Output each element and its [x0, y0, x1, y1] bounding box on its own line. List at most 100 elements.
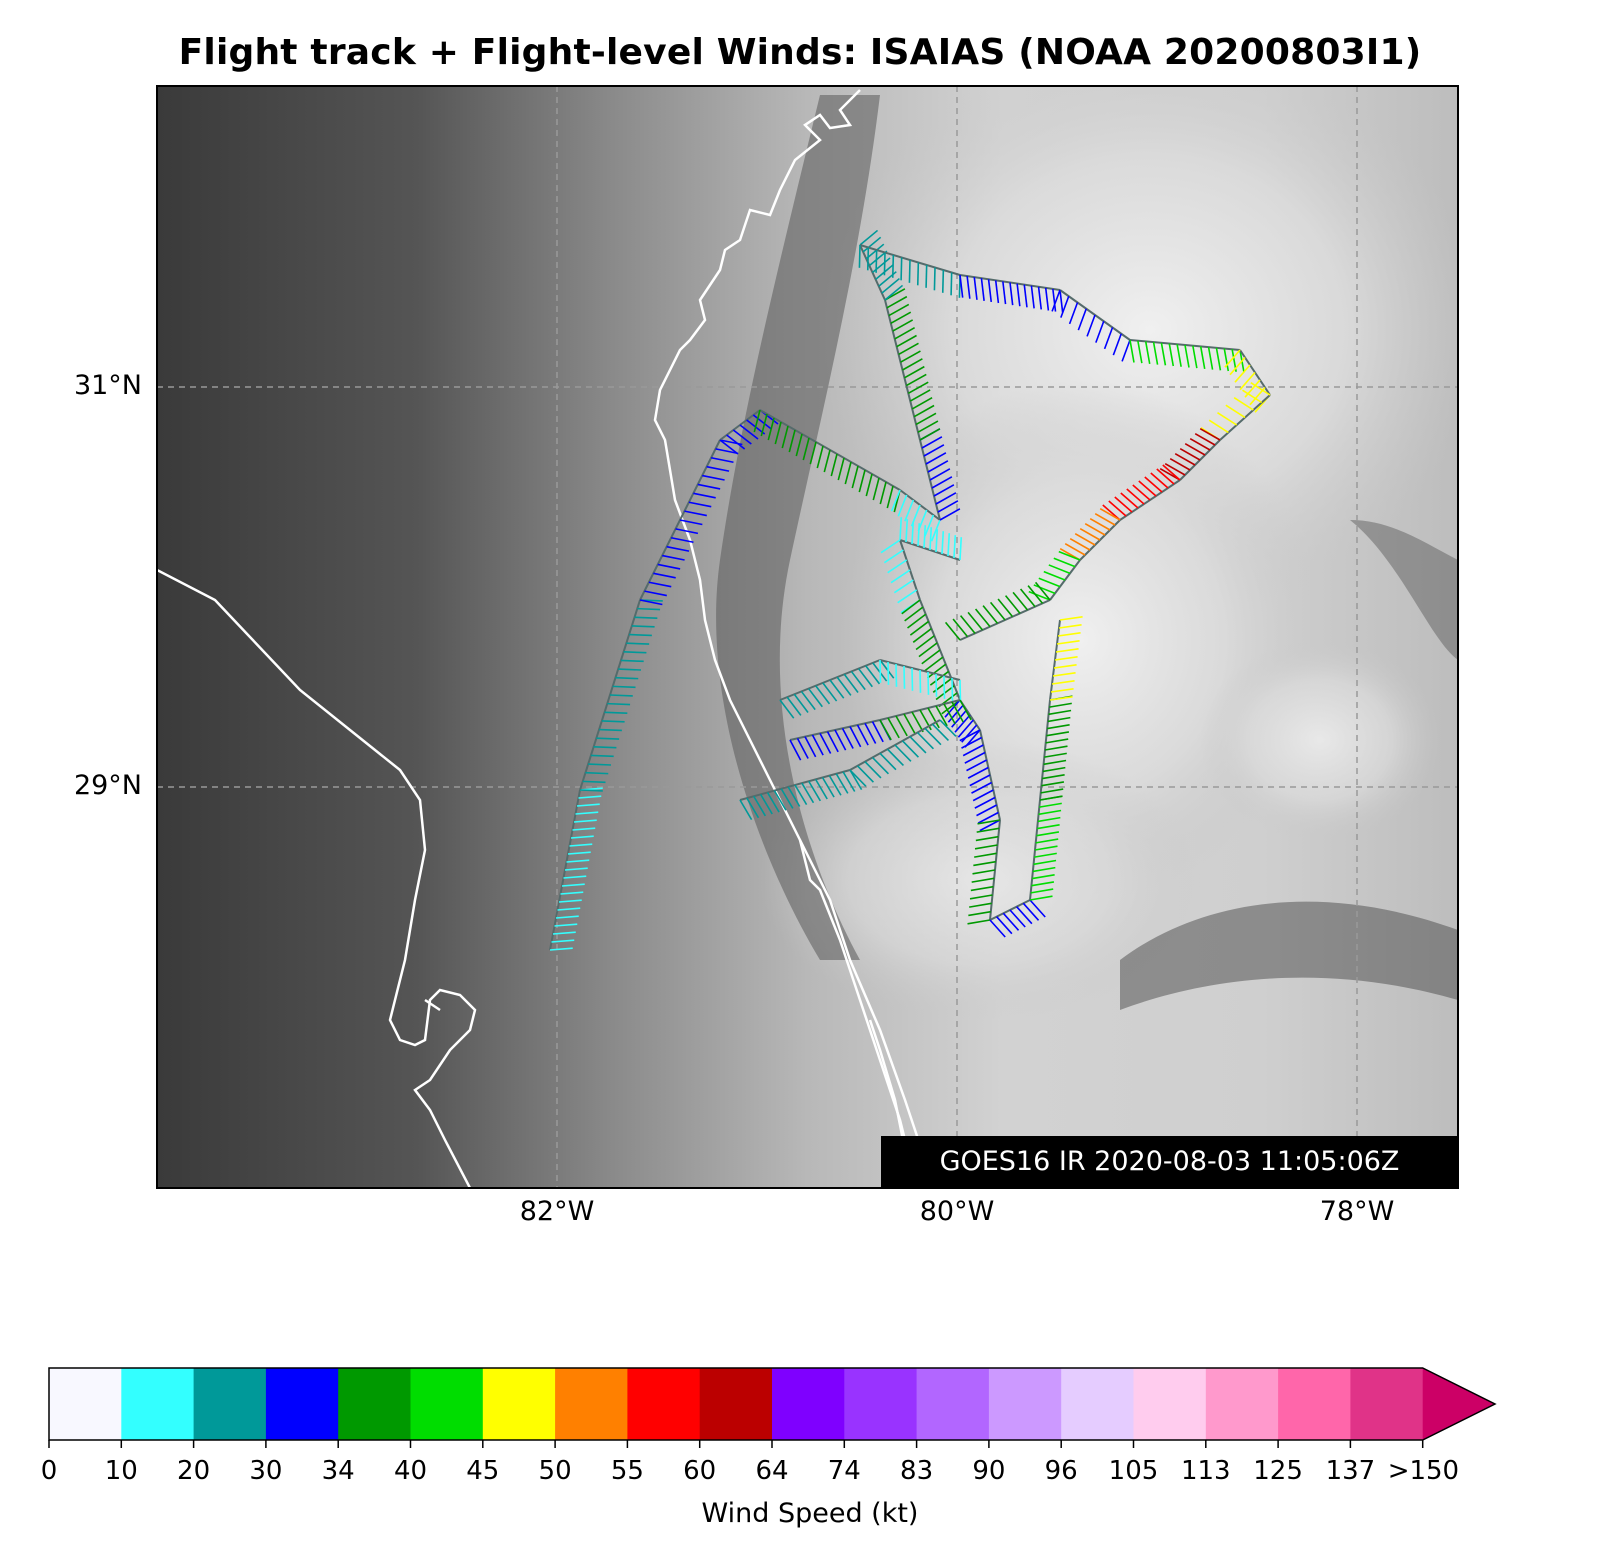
wind-barb: [1160, 342, 1167, 366]
wind-barb: [739, 424, 759, 440]
wind-barb: [933, 267, 936, 291]
wind-barb: [551, 939, 575, 943]
wind-barb: [898, 342, 919, 356]
wind-barb: [953, 535, 957, 559]
wind-barb: [1059, 615, 1083, 621]
wind-barb: [1053, 663, 1077, 669]
wind-barb: [1132, 484, 1151, 501]
wind-barb: [670, 536, 694, 544]
wind-barb: [1199, 427, 1221, 441]
wind-barb: [879, 719, 892, 741]
wind-barb: [578, 795, 602, 799]
wind-barb: [1169, 457, 1191, 471]
wind-barb: [967, 766, 989, 779]
wind-barb: [829, 679, 845, 699]
wind-barb: [971, 781, 993, 794]
wind-barb: [959, 537, 963, 561]
wind-barb: [1037, 286, 1043, 310]
wind-barb: [1168, 343, 1175, 367]
wind-barb: [1060, 295, 1070, 318]
map-border: [156, 85, 1459, 1189]
wind-barb: [890, 311, 912, 325]
wind-barb: [1208, 419, 1229, 434]
wind-barb: [896, 334, 917, 348]
wind-barb: [1056, 639, 1080, 645]
wind-barb: [941, 531, 945, 555]
wind-barb: [924, 514, 935, 537]
wind-barb: [865, 665, 881, 685]
wind-barb: [601, 720, 625, 723]
wind-barb: [579, 789, 603, 792]
wind-barb: [1239, 371, 1256, 391]
wind-barb: [925, 264, 928, 288]
wind-barb: [850, 670, 866, 691]
wind-barb: [1064, 542, 1086, 556]
wind-barb: [759, 793, 773, 815]
wind-barb: [972, 789, 994, 802]
wind-barb: [894, 744, 912, 762]
wind-barb: [1138, 480, 1157, 497]
wind-barb: [566, 859, 590, 863]
wind-barb: [908, 259, 911, 283]
wind-barb: [801, 782, 815, 804]
wind-barb: [875, 249, 878, 273]
wind-barb: [843, 673, 859, 693]
wind-barb: [886, 748, 905, 767]
wind-barb: [974, 608, 991, 628]
colorbar-tick-label: 60: [683, 1456, 717, 1486]
wind-barb: [648, 581, 672, 588]
wind-barb: [588, 763, 611, 766]
wind-barb: [909, 736, 927, 754]
wind-barb: [911, 397, 933, 410]
wind-barb: [834, 729, 847, 751]
wind-barb: [1031, 881, 1055, 887]
wind-barb: [841, 727, 854, 749]
wind-barb: [1095, 320, 1105, 343]
wind-barb: [921, 436, 943, 449]
wind-barb: [968, 910, 991, 917]
wind-barb: [897, 494, 908, 517]
wind-barb: [781, 425, 789, 449]
wind-barb: [1179, 447, 1201, 461]
wind-barb: [1009, 909, 1026, 928]
wind-barb: [858, 469, 866, 493]
wind-barb: [688, 501, 712, 508]
wind-barb: [1156, 468, 1175, 485]
wind-barb: [1152, 342, 1159, 365]
wind-barb: [1030, 888, 1054, 894]
wind-barb: [590, 754, 614, 758]
wind-barb: [907, 613, 927, 629]
wind-barb: [935, 705, 948, 727]
wind-barb: [901, 599, 921, 615]
wind-barb: [923, 525, 927, 549]
wind-barb: [967, 611, 984, 631]
wind-barb: [944, 699, 961, 718]
wind-barb: [930, 519, 941, 542]
wind-barb: [634, 616, 658, 619]
wind-barb: [905, 519, 909, 543]
wind-barb: [996, 916, 1013, 935]
wind-barb: [1129, 339, 1135, 363]
colorbar-tick-label: 113: [1180, 1456, 1231, 1486]
wind-barb: [1089, 517, 1111, 531]
wind-barb: [935, 529, 939, 553]
wind-barb: [795, 433, 803, 457]
wind-barb: [935, 492, 957, 505]
wind-barb: [1034, 852, 1057, 858]
wind-barb: [917, 420, 939, 433]
lon-label-78w: 78°W: [1319, 1196, 1395, 1227]
wind-barb: [1069, 537, 1091, 551]
wind-barb: [560, 891, 584, 895]
wind-barb: [1047, 724, 1070, 730]
wind-barb: [879, 481, 887, 505]
wind-barb: [923, 444, 945, 457]
wind-barb: [1030, 285, 1035, 309]
wind-barb: [774, 421, 782, 445]
colorbar-tick-label: >150: [1387, 1456, 1460, 1486]
wind-barb: [927, 663, 947, 679]
wind-barb: [1043, 570, 1066, 581]
wind-barb: [816, 445, 824, 469]
wind-barb: [974, 796, 996, 809]
wind-barb: [1079, 527, 1101, 541]
